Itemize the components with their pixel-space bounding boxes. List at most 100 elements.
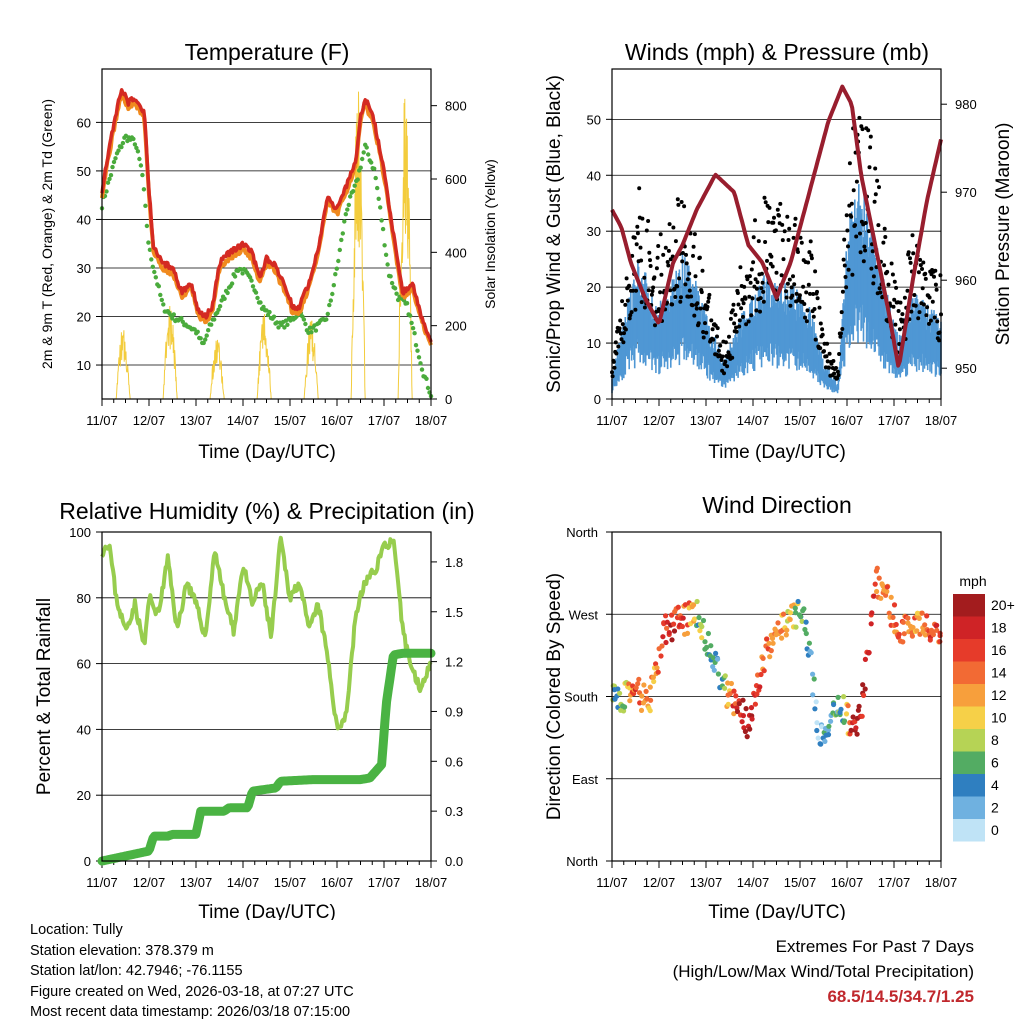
wind-gust-point — [706, 296, 711, 300]
wind-gust-point — [666, 248, 671, 253]
wind-gust-point — [760, 280, 765, 285]
wind-direction-point — [669, 612, 675, 618]
wind-gust-point — [628, 313, 633, 318]
wind-direction-point — [841, 718, 848, 724]
wind-gust-point — [878, 290, 883, 295]
wind-gust-point — [842, 263, 847, 268]
x-tick-label: 11/07 — [86, 875, 118, 890]
wind-gust-point — [749, 313, 754, 318]
wind-gust-point — [750, 296, 755, 301]
wind-direction-point — [888, 594, 894, 600]
meteogram-figure: Temperature (F)Time (Day/UTC)10203040506… — [34, 39, 1015, 920]
wind-gust-point — [728, 316, 733, 321]
colorbar-swatch — [953, 594, 985, 617]
panel-2: Winds (mph) & Pressure (mb) Time (Day/UTC… — [544, 39, 1014, 463]
wind-gust-point — [642, 305, 647, 310]
wind-gust-point — [812, 307, 817, 311]
dewpoint-point — [355, 177, 360, 182]
wind-gust-point — [867, 165, 872, 170]
wind-gust-point — [815, 296, 820, 301]
dewpoint-point — [138, 163, 144, 168]
x-tick-label: 17/07 — [878, 413, 911, 428]
y-right-tick-label: 200 — [445, 319, 467, 334]
wind-direction-point — [806, 640, 813, 646]
wind-gust-point — [629, 310, 634, 315]
dewpoint-point — [345, 207, 350, 212]
wind-direction-point — [664, 625, 670, 631]
dewpoint-point — [366, 152, 371, 157]
wind-gust-point — [723, 340, 728, 345]
wind-gust-point — [691, 244, 696, 249]
wind-direction-point — [812, 706, 818, 712]
recent-timestamp: Most recent data timestamp: 2026/03/18 0… — [30, 1004, 351, 1020]
wind-gust-point — [716, 348, 721, 353]
y-tick-label: 40 — [77, 722, 91, 737]
wind-direction-point — [793, 624, 799, 630]
colorbar-label: 6 — [991, 755, 999, 771]
wind-gust-point — [692, 313, 697, 318]
wind-gust-point — [675, 284, 680, 289]
wind-gust-point — [673, 295, 678, 299]
wind-gust-point — [790, 293, 795, 298]
dewpoint-point — [222, 296, 227, 301]
wind-gust-point — [838, 334, 843, 339]
wind-gust-point — [647, 250, 652, 255]
wind-gust-point — [777, 213, 781, 218]
wind-gust-point — [725, 364, 730, 369]
wind-direction-point — [878, 595, 884, 601]
wind-gust-point — [809, 256, 814, 261]
dewpoint-point — [380, 226, 386, 232]
x-axis-label: Time (Day/UTC) — [708, 902, 846, 920]
plot-area — [610, 565, 943, 747]
dewpoint-point — [343, 212, 348, 217]
wind-gust-point — [877, 185, 881, 190]
dewpoint-point — [282, 325, 287, 330]
wind-gust-point — [668, 257, 673, 262]
wind-gust-point — [858, 231, 862, 236]
wind-direction-point — [831, 701, 837, 708]
dewpoint-point — [369, 160, 374, 165]
wind-gust-point — [908, 256, 912, 261]
wind-gust-point — [677, 276, 682, 281]
y-right-tick-label: 1.2 — [445, 655, 463, 670]
y-tick-label: 0 — [84, 854, 91, 869]
wind-gust-point — [894, 285, 899, 290]
wind-direction-point — [819, 724, 825, 730]
x-tick-label: 12/07 — [643, 413, 676, 428]
dewpoint-point — [180, 319, 185, 324]
wind-direction-point — [654, 665, 660, 671]
wind-gust-point — [690, 303, 695, 308]
wind-gust-point — [672, 286, 677, 291]
wind-gust-point — [663, 245, 668, 250]
wind-direction-point — [636, 676, 642, 682]
wind-direction-point — [742, 728, 749, 735]
dewpoint-point — [217, 304, 223, 309]
colorbar-swatch — [953, 684, 985, 707]
y-right-tick-label: 0 — [445, 392, 452, 407]
y-tick-label: West — [569, 607, 599, 622]
wind-gust-point — [694, 306, 699, 311]
wind-gust-point — [730, 355, 735, 360]
wind-gust-point — [749, 267, 754, 272]
wind-gust-point — [679, 295, 683, 300]
wind-direction-point — [655, 669, 661, 675]
y-right-tick-label: 950 — [955, 361, 977, 376]
wind-gust-point — [875, 178, 880, 183]
wind-gust-point — [913, 303, 918, 308]
wind-gust-point — [751, 235, 756, 240]
solar-insolation-line — [115, 330, 131, 400]
wind-gust-point — [676, 202, 681, 207]
x-tick-label: 12/07 — [133, 875, 166, 890]
dewpoint-point — [204, 333, 209, 338]
dewpoint-point — [267, 309, 272, 315]
wind-gust-point — [928, 318, 933, 323]
wind-direction-point — [900, 619, 907, 625]
wind-direction-point — [660, 634, 666, 640]
wind-gust-point — [930, 299, 935, 304]
wind-direction-point — [722, 685, 728, 691]
wind-gust-point — [935, 319, 940, 324]
wind-gust-point — [622, 331, 626, 336]
y-tick-label: East — [572, 772, 598, 787]
dewpoint-point — [146, 240, 151, 245]
wind-gust-point — [832, 371, 837, 376]
